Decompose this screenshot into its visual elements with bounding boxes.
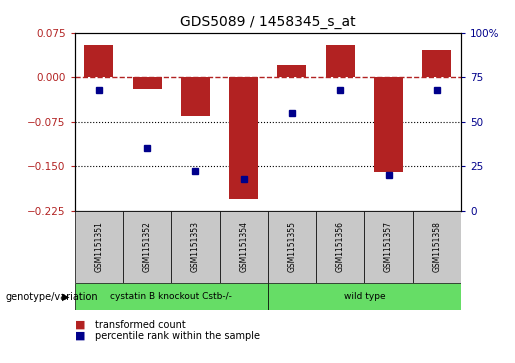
Text: GSM1151353: GSM1151353 xyxy=(191,221,200,272)
Bar xyxy=(325,45,355,77)
Text: ■: ■ xyxy=(75,331,89,341)
Text: GSM1151356: GSM1151356 xyxy=(336,221,345,272)
Text: GSM1151351: GSM1151351 xyxy=(94,221,104,272)
Bar xyxy=(84,45,113,77)
Text: transformed count: transformed count xyxy=(95,320,186,330)
Bar xyxy=(316,211,365,283)
Bar xyxy=(268,283,461,310)
Text: GSM1151355: GSM1151355 xyxy=(287,221,297,272)
Bar xyxy=(365,211,413,283)
Bar xyxy=(374,77,403,172)
Bar xyxy=(133,77,162,89)
Text: genotype/variation: genotype/variation xyxy=(5,292,98,302)
Text: wild type: wild type xyxy=(344,292,385,301)
Text: GSM1151357: GSM1151357 xyxy=(384,221,393,272)
Text: GSM1151352: GSM1151352 xyxy=(143,221,151,272)
Text: GSM1151354: GSM1151354 xyxy=(239,221,248,272)
Bar xyxy=(413,211,461,283)
Text: ■: ■ xyxy=(75,320,89,330)
Bar xyxy=(219,211,268,283)
Bar xyxy=(278,65,306,77)
Bar xyxy=(181,77,210,116)
Bar xyxy=(171,211,219,283)
Text: cystatin B knockout Cstb-/-: cystatin B knockout Cstb-/- xyxy=(110,292,232,301)
Bar xyxy=(75,283,268,310)
Text: percentile rank within the sample: percentile rank within the sample xyxy=(95,331,260,341)
Text: ▶: ▶ xyxy=(62,292,70,302)
Text: GSM1151358: GSM1151358 xyxy=(432,221,441,272)
Title: GDS5089 / 1458345_s_at: GDS5089 / 1458345_s_at xyxy=(180,15,356,29)
Bar xyxy=(123,211,171,283)
Bar xyxy=(422,50,451,77)
Bar xyxy=(268,211,316,283)
Bar xyxy=(229,77,258,199)
Bar xyxy=(75,211,123,283)
